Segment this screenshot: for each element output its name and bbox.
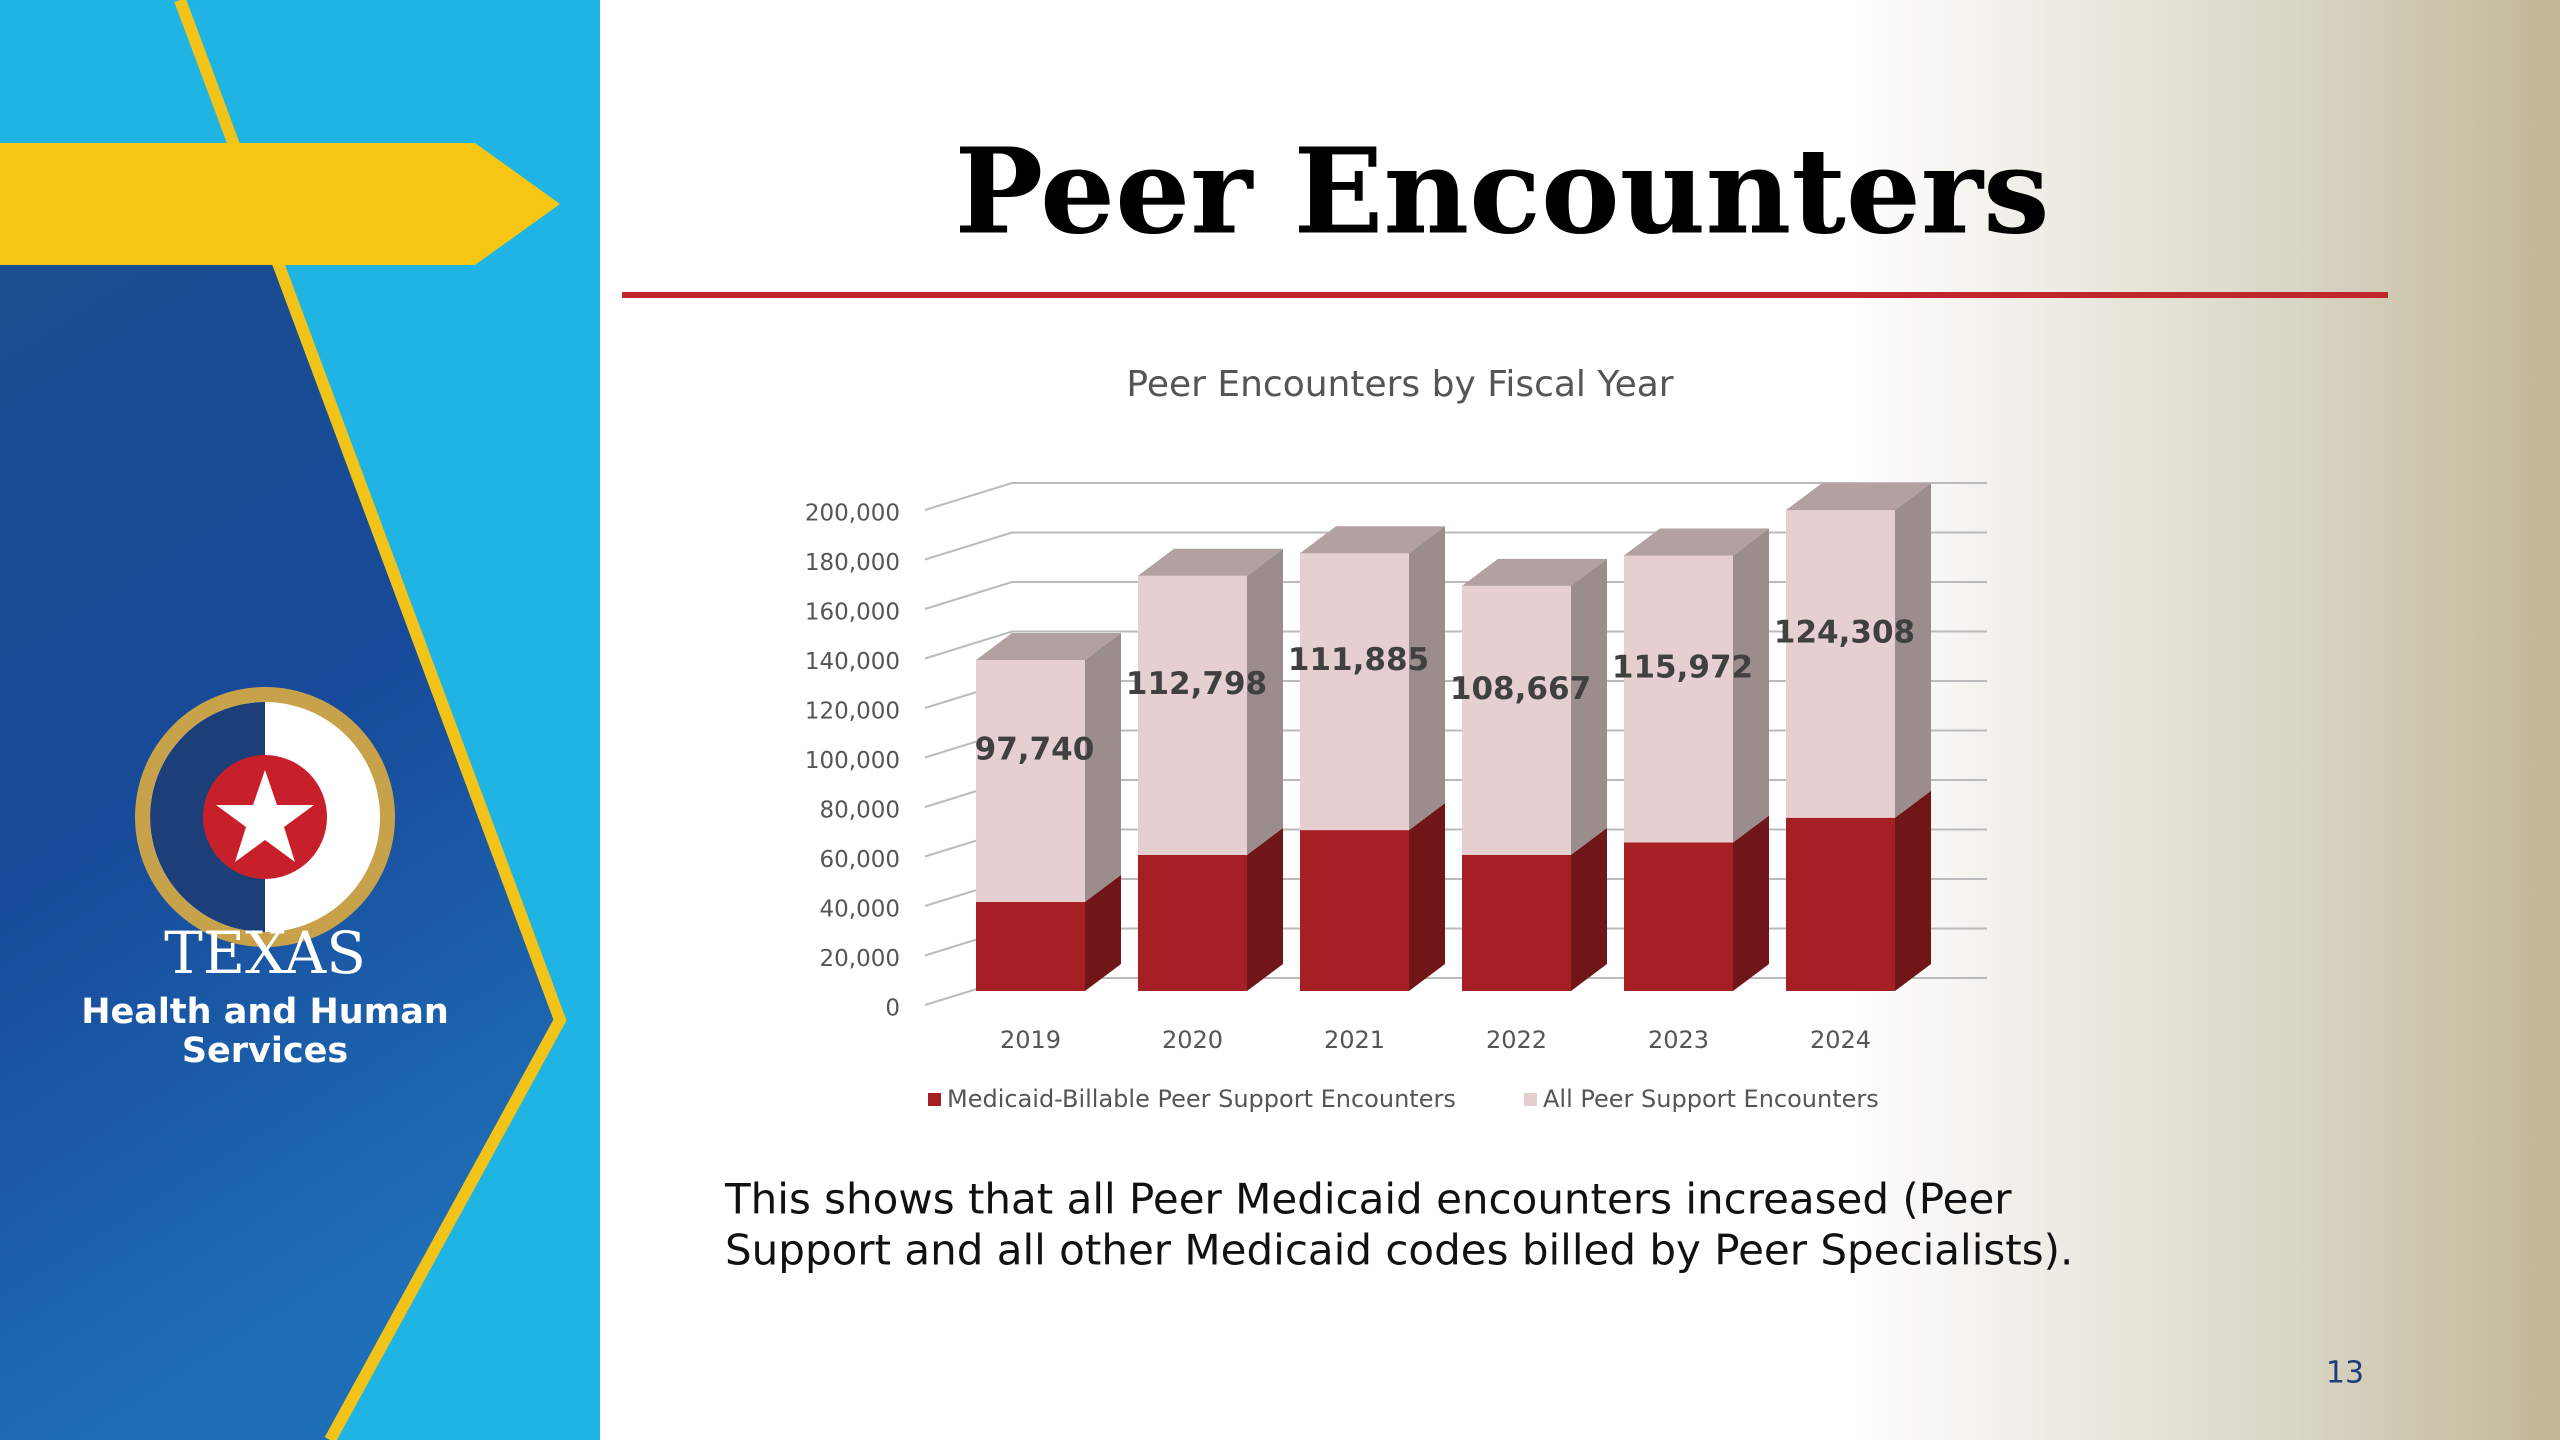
page-number: 13 <box>2326 1356 2364 1391</box>
bar-side <box>1409 803 1445 991</box>
caption: Support and all other Medicaid codes bil… <box>725 1226 2073 1275</box>
bar-segment <box>1300 830 1409 991</box>
bar-side <box>1085 632 1121 902</box>
data-label: 112,798 <box>1126 666 1267 702</box>
bar-side <box>1733 528 1769 843</box>
y-tick-label: 180,000 <box>805 550 900 576</box>
bar-top <box>1624 528 1769 556</box>
bar-side <box>1571 558 1607 855</box>
bar-side <box>1895 483 1931 818</box>
bar-segment <box>976 901 1085 991</box>
grid-line <box>924 482 1987 511</box>
y-tick-label: 20,000 <box>820 946 900 972</box>
logo-text: Services <box>182 1031 348 1071</box>
y-tick-label: 100,000 <box>805 748 900 774</box>
bar-segment <box>1138 575 1247 855</box>
bar-top <box>1138 548 1283 576</box>
y-tick-label: 60,000 <box>820 847 900 873</box>
data-label: 97,740 <box>975 731 1095 767</box>
chart-title: Peer Encounters by Fiscal Year <box>1126 364 1673 405</box>
y-tick-label: 120,000 <box>805 699 900 725</box>
bar-segment <box>1462 585 1571 855</box>
x-tick-label: 2024 <box>1810 1026 1871 1054</box>
bar-top <box>976 632 1121 660</box>
y-tick-label: 80,000 <box>820 798 900 824</box>
bar-top <box>1300 526 1445 554</box>
x-tick-label: 2021 <box>1324 1026 1385 1054</box>
bar-side <box>1733 815 1769 991</box>
data-label: 124,308 <box>1774 614 1915 650</box>
bar-top <box>1786 483 1931 511</box>
logo-text: TEXAS <box>164 919 366 987</box>
panel-border <box>174 0 567 1440</box>
legend-label: Medicaid-Billable Peer Support Encounter… <box>947 1085 1456 1113</box>
y-tick-label: 160,000 <box>805 600 900 626</box>
slide-title: Peer Encounters <box>954 122 2049 261</box>
x-tick-label: 2019 <box>1000 1026 1061 1054</box>
legend-swatch <box>928 1093 941 1106</box>
y-tick-label: 40,000 <box>820 897 900 923</box>
bar-segment <box>1786 510 1895 818</box>
bar-segment <box>1624 555 1733 843</box>
bar-top <box>1462 558 1607 586</box>
bar-segment <box>1300 553 1409 831</box>
bar-side <box>1085 874 1121 991</box>
data-label: 108,667 <box>1450 671 1591 707</box>
x-tick-label: 2023 <box>1648 1026 1709 1054</box>
logo-text: Health and Human <box>81 992 448 1032</box>
y-tick-label: 0 <box>885 996 900 1022</box>
bar-side <box>1895 790 1931 991</box>
bar-side <box>1571 827 1607 991</box>
y-tick-label: 140,000 <box>805 649 900 675</box>
bar-side <box>1409 526 1445 831</box>
title-rule <box>622 292 2388 298</box>
seal-star <box>216 770 314 862</box>
x-tick-label: 2020 <box>1162 1026 1223 1054</box>
bar-side <box>1247 827 1283 991</box>
bar-segment <box>1786 817 1895 991</box>
bar-segment <box>1138 854 1247 991</box>
caption: This shows that all Peer Medicaid encoun… <box>724 1175 2012 1224</box>
bar-segment <box>1462 854 1571 991</box>
data-label: 111,885 <box>1288 642 1429 678</box>
y-tick-label: 200,000 <box>805 501 900 527</box>
legend-label: All Peer Support Encounters <box>1543 1085 1879 1113</box>
legend-swatch <box>1524 1093 1537 1106</box>
bar-side <box>1247 548 1283 855</box>
x-tick-label: 2022 <box>1486 1026 1547 1054</box>
bar-segment <box>976 659 1085 902</box>
data-label: 115,972 <box>1612 649 1753 685</box>
bar-segment <box>1624 842 1733 991</box>
yellow-arrow <box>0 143 560 265</box>
